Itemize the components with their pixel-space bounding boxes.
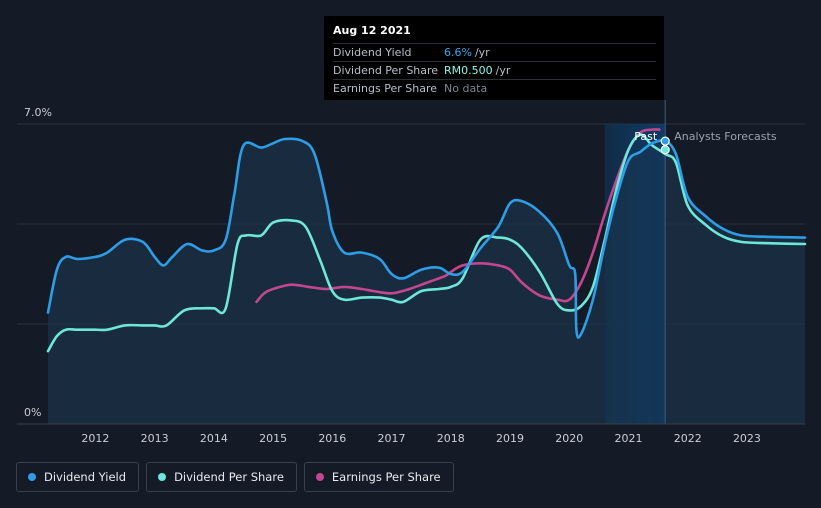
y-axis-top-label: 7.0% xyxy=(24,106,52,119)
series-line-dividend-per-share xyxy=(46,133,807,353)
x-tick-label: 2022 xyxy=(674,432,702,445)
x-tick-label: 2019 xyxy=(496,432,524,445)
tooltip-row-earnings-per-share: Earnings Per Share No data xyxy=(333,79,656,97)
legend-dot-icon xyxy=(158,473,167,481)
legend-dividend-yield[interactable]: Dividend Yield xyxy=(16,462,140,492)
x-tick-label: 2012 xyxy=(81,432,109,445)
legend-earnings-per-share[interactable]: Earnings Per Share xyxy=(303,462,454,492)
x-tick-label: 2020 xyxy=(555,432,583,445)
legend-label: Dividend Per Share xyxy=(174,470,284,484)
x-tick-label: 2015 xyxy=(259,432,287,445)
legend-dividend-per-share[interactable]: Dividend Per Share xyxy=(146,462,297,492)
x-tick-label: 2016 xyxy=(318,432,346,445)
past-label: Past xyxy=(634,130,658,143)
y-axis-bottom-label: 0% xyxy=(24,406,41,419)
x-tick-label: 2018 xyxy=(437,432,465,445)
tooltip-unit: /yr xyxy=(495,64,511,77)
marker-dividend-per-share xyxy=(660,145,670,155)
tooltip-value: 6.6% xyxy=(444,46,472,59)
dividend-yield-area xyxy=(48,138,805,425)
tooltip-label: Dividend Yield xyxy=(333,46,412,59)
marker-dividend-yield xyxy=(660,136,670,146)
x-tick-label: 2017 xyxy=(378,432,406,445)
x-tick-label: 2021 xyxy=(614,432,642,445)
x-tick-label: 2023 xyxy=(733,432,761,445)
tooltip-row-dividend-per-share: Dividend Per Share RM0.500 /yr xyxy=(333,61,656,79)
legend-dot-icon xyxy=(28,473,36,481)
past-highlight-overlay xyxy=(604,124,666,424)
tooltip-date: Aug 12 2021 xyxy=(333,24,411,37)
tooltip-row-dividend-yield: Dividend Yield 6.6% /yr xyxy=(333,43,656,61)
chart-legend: Dividend Yield Dividend Per Share Earnin… xyxy=(16,462,454,492)
tooltip-value: No data xyxy=(444,82,488,95)
tooltip-value: RM0.500 xyxy=(444,64,493,77)
tooltip-label: Earnings Per Share xyxy=(333,82,438,95)
tooltip-label: Dividend Per Share xyxy=(333,64,439,77)
forecast-label: Analysts Forecasts xyxy=(674,130,777,143)
x-tick-label: 2013 xyxy=(141,432,169,445)
chart-tooltip: Aug 12 2021 Dividend Yield 6.6% /yr Divi… xyxy=(324,16,664,100)
legend-dot-icon xyxy=(315,473,324,481)
tooltip-unit: /yr xyxy=(474,46,490,59)
series-line-earnings-per-share xyxy=(255,128,661,304)
x-tick-label: 2014 xyxy=(200,432,228,445)
series-line-dividend-yield xyxy=(46,137,807,339)
legend-label: Earnings Per Share xyxy=(331,470,441,484)
legend-label: Dividend Yield xyxy=(44,470,127,484)
